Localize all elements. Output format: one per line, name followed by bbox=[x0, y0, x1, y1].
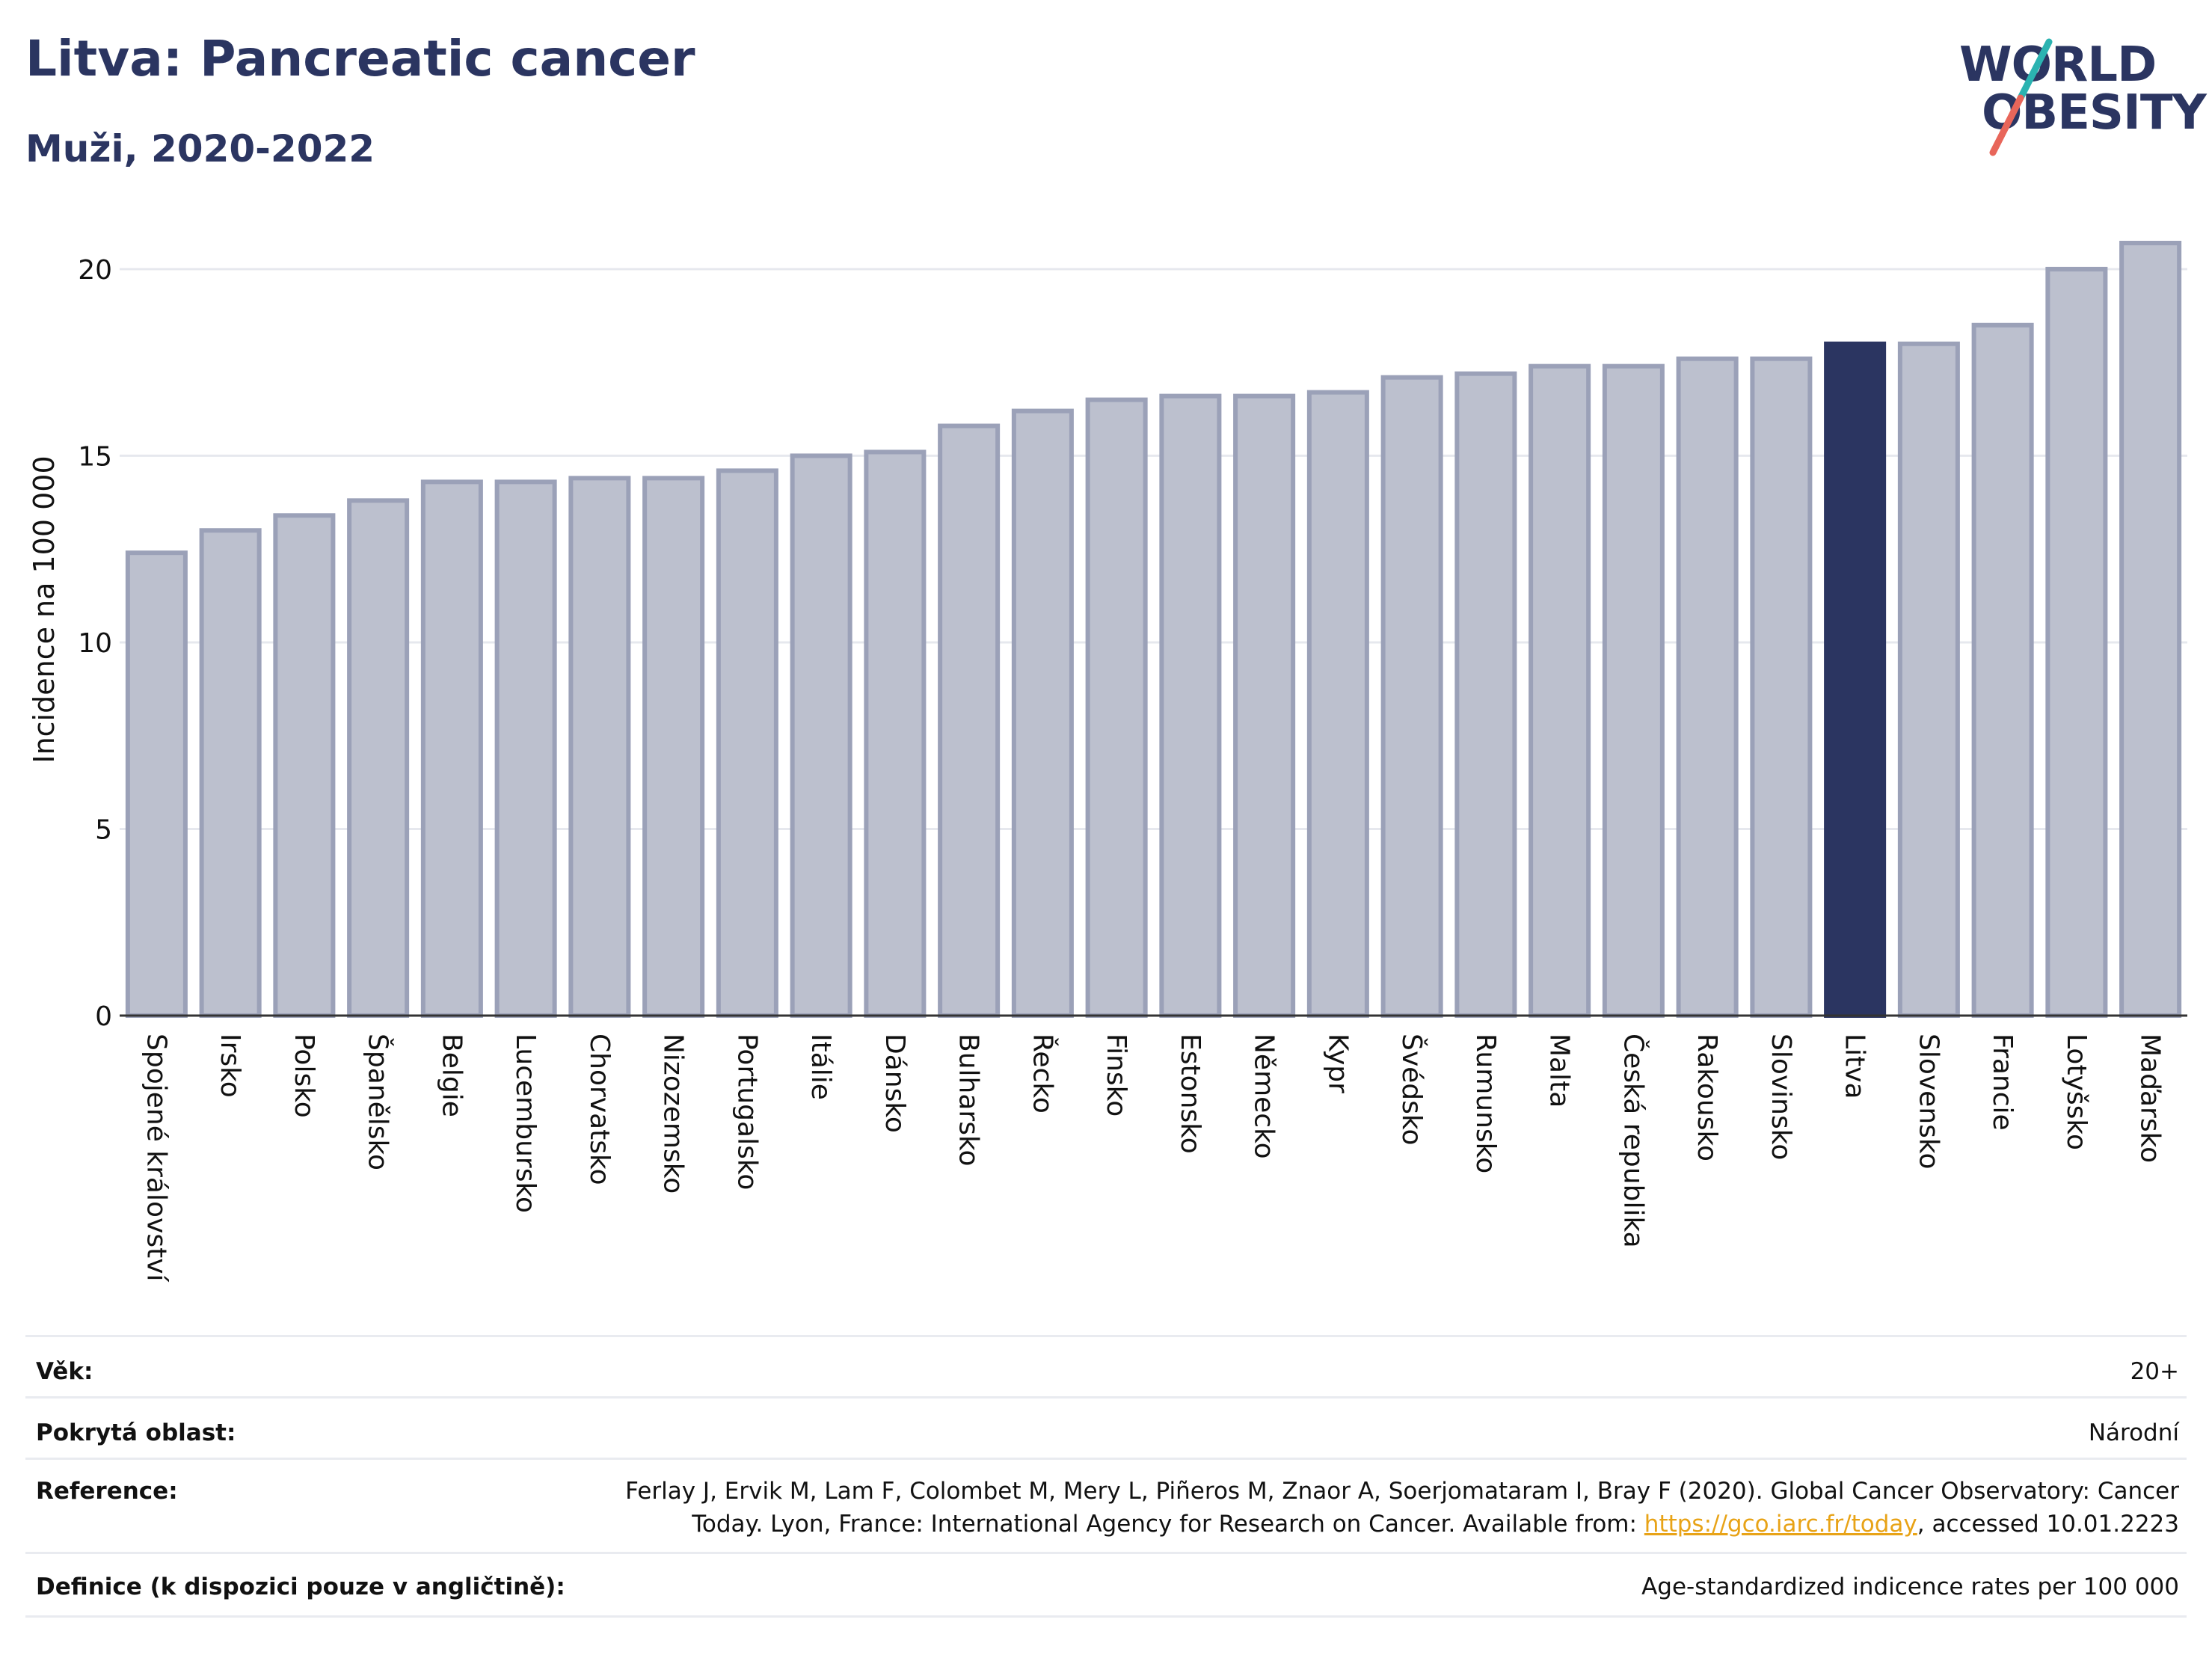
x-tick-label: Litva bbox=[1840, 1034, 1870, 1099]
reference-text: Ferlay J, Ervik M, Lam F, Colombet M, Me… bbox=[625, 1478, 2179, 1538]
bar-rumunsko bbox=[1454, 371, 1517, 1018]
x-tick-label: Lotyšsko bbox=[2061, 1034, 2092, 1150]
x-tick-labels: Spojené království Irsko Polsko Španělsko Be… bbox=[141, 1034, 2165, 1283]
bar-kypr bbox=[1306, 390, 1369, 1018]
x-tick-label: Maďarsko bbox=[2135, 1034, 2166, 1163]
x-tick-label: Bulharsko bbox=[953, 1034, 984, 1167]
bar-lucembursko bbox=[494, 479, 557, 1018]
bar-finsko bbox=[1085, 397, 1148, 1018]
x-tick-label: Irsko bbox=[215, 1034, 245, 1098]
bar-slovensko bbox=[1897, 341, 1960, 1018]
bar-itálie bbox=[790, 453, 852, 1018]
x-tick-label: Česká republika bbox=[1617, 1034, 1649, 1248]
x-tick-label: Portugalsko bbox=[731, 1034, 762, 1190]
bar-estonsko bbox=[1159, 393, 1222, 1018]
x-tick-label: Chorvatsko bbox=[584, 1034, 615, 1185]
bar-česká-republika bbox=[1602, 363, 1665, 1018]
meta-row-age: Věk: 20+ bbox=[25, 1335, 2187, 1398]
bar-belgie bbox=[420, 479, 483, 1018]
bar-španělsko bbox=[347, 498, 410, 1018]
bar-rakousko bbox=[1676, 356, 1739, 1018]
area-value: Národní bbox=[2088, 1419, 2179, 1446]
x-tick-label: Nizozemsko bbox=[658, 1034, 689, 1194]
age-label: Věk: bbox=[36, 1358, 93, 1385]
logo-line-1: WORLD bbox=[1959, 37, 2157, 93]
bar-spojené-království bbox=[125, 550, 188, 1018]
age-value: 20+ bbox=[2130, 1358, 2179, 1385]
x-tick-label: Kypr bbox=[1322, 1034, 1353, 1093]
reference-link[interactable]: https://gco.iarc.fr/today bbox=[1644, 1511, 1917, 1538]
bar-polsko bbox=[273, 513, 336, 1018]
bars bbox=[125, 240, 2182, 1018]
bar-slovinsko bbox=[1750, 356, 1813, 1018]
y-tick-label: 20 bbox=[78, 255, 112, 286]
reference-value: Ferlay J, Ervik M, Lam F, Colombet M, Me… bbox=[609, 1475, 2179, 1541]
y-tick-label: 15 bbox=[78, 441, 112, 472]
bar-maďarsko bbox=[2119, 240, 2182, 1018]
area-label: Pokrytá oblast: bbox=[36, 1419, 236, 1446]
x-tick-label: Slovensko bbox=[1913, 1034, 1944, 1170]
bar-chart: 0 5 10 15 20 Spojené království Irsko Polsko Šp… bbox=[28, 240, 2187, 1283]
chart-subtitle: Muži, 2020-2022 bbox=[25, 127, 375, 171]
x-tick-label: Německo bbox=[1249, 1034, 1279, 1159]
reference-label: Reference: bbox=[36, 1478, 178, 1505]
chart-title: Litva: Pancreatic cancer bbox=[25, 30, 695, 87]
y-axis-label: Incidence na 100 000 bbox=[28, 455, 61, 763]
x-tick-label: Malta bbox=[1544, 1034, 1575, 1108]
bar-lotyšsko bbox=[2045, 266, 2108, 1018]
x-tick-label: Itálie bbox=[805, 1034, 836, 1100]
bar-německo bbox=[1233, 393, 1296, 1018]
x-tick-label: Finsko bbox=[1101, 1034, 1131, 1117]
x-tick-label: Španělsko bbox=[363, 1034, 394, 1170]
x-tick-label: Rakousko bbox=[1692, 1034, 1722, 1161]
meta-row-reference: Reference: Ferlay J, Ervik M, Lam F, Col… bbox=[25, 1458, 2187, 1554]
x-tick-label: Slovinsko bbox=[1766, 1034, 1796, 1160]
logo-slash-icon bbox=[1989, 38, 2053, 156]
bar-litva bbox=[1824, 341, 1887, 1018]
meta-row-definition: Definice (k dispozici pouze v angličtině… bbox=[25, 1552, 2187, 1618]
bar-řecko bbox=[1011, 408, 1074, 1018]
x-tick-label: Rumunsko bbox=[1470, 1034, 1501, 1173]
x-tick-label: Belgie bbox=[436, 1034, 467, 1117]
bar-švédsko bbox=[1380, 375, 1443, 1018]
bar-nizozemsko bbox=[642, 476, 705, 1018]
y-tick-labels: 0 5 10 15 20 bbox=[78, 255, 112, 1032]
bar-francie bbox=[1971, 322, 2034, 1018]
x-tick-label: Spojené království bbox=[141, 1034, 171, 1283]
bar-chorvatsko bbox=[568, 476, 631, 1018]
bar-bulharsko bbox=[938, 423, 1001, 1018]
y-tick-label: 10 bbox=[78, 628, 112, 659]
definition-label: Definice (k dispozici pouze v angličtině… bbox=[36, 1573, 565, 1600]
y-tick-label: 0 bbox=[95, 1001, 112, 1032]
x-tick-label: Lucembursko bbox=[510, 1034, 541, 1213]
reference-accessed: , accessed 10.01.2223 bbox=[1917, 1511, 2179, 1538]
y-tick-label: 5 bbox=[95, 814, 112, 845]
world-obesity-logo: WORLD OBESITY bbox=[1944, 27, 2207, 162]
definition-value: Age-standardized indicence rates per 100… bbox=[1641, 1573, 2179, 1600]
x-tick-label: Polsko bbox=[289, 1034, 319, 1118]
x-tick-label: Švédsko bbox=[1396, 1034, 1428, 1146]
meta-row-area: Pokrytá oblast: Národní bbox=[25, 1396, 2187, 1460]
x-tick-label: Dánsko bbox=[879, 1034, 910, 1133]
bar-malta bbox=[1529, 363, 1591, 1018]
x-tick-label: Francie bbox=[1987, 1034, 2018, 1131]
bar-irsko bbox=[199, 528, 262, 1018]
bar-portugalsko bbox=[716, 468, 778, 1018]
x-tick-label: Estonsko bbox=[1175, 1034, 1205, 1154]
bar-dánsko bbox=[864, 449, 927, 1018]
x-tick-label: Řecko bbox=[1027, 1034, 1058, 1114]
